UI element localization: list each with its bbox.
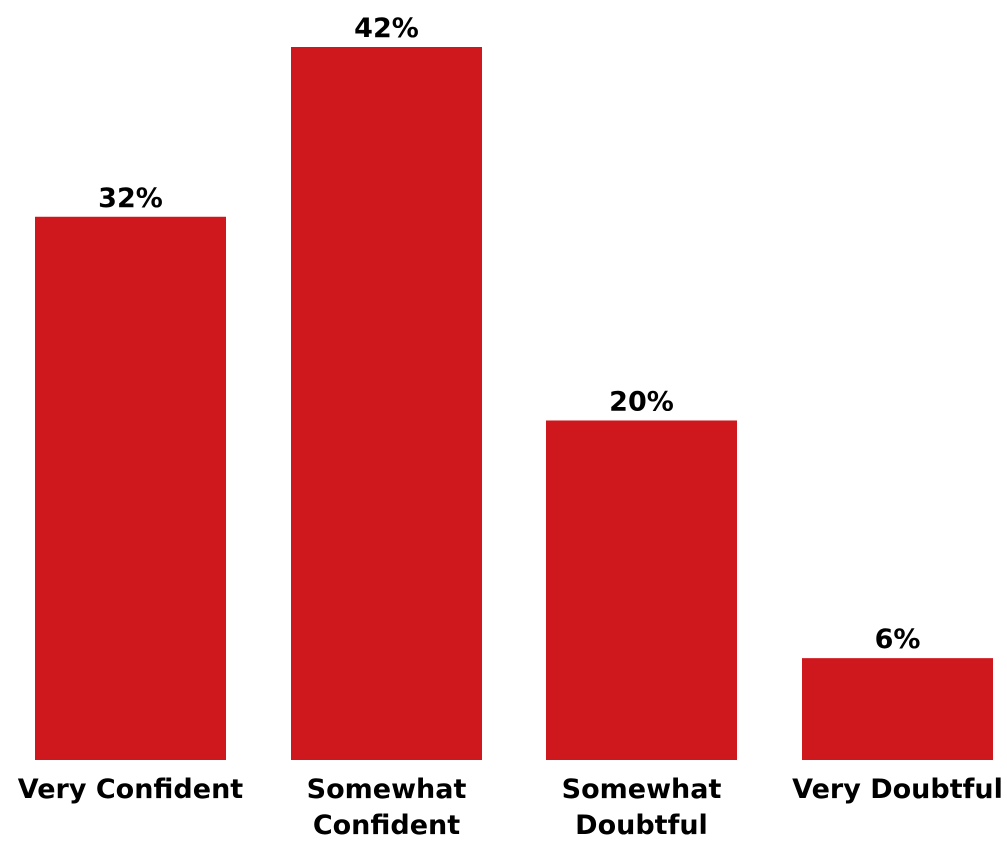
value-label-0: 32% [98,183,163,214]
bar-2 [546,420,737,760]
value-labels-group: 32% 42% 20% 6% [98,13,920,655]
category-label-0-line-0: Very Confident [18,774,244,805]
category-label-1-line-1: Confident [313,810,460,841]
value-label-2: 20% [609,386,674,417]
category-label-3: Very Doubtful [792,774,1003,805]
value-label-1: 42% [354,13,419,44]
bar-3 [802,658,993,760]
category-label-2-line-1: Doubtful [575,810,708,841]
bar-1 [291,47,482,760]
bars-group [35,47,993,760]
category-label-2-line-0: Somewhat [562,774,722,805]
category-label-0: Very Confident [18,774,244,805]
value-label-3: 6% [875,624,921,655]
bar-0 [35,216,226,760]
category-label-3-line-0: Very Doubtful [792,774,1003,805]
category-label-1: Somewhat Confident [307,774,467,841]
category-labels-group: Very Confident Somewhat Confident Somewhat D… [18,774,1003,841]
category-label-2: Somewhat Doubtful [562,774,722,841]
category-label-1-line-0: Somewhat [307,774,467,805]
